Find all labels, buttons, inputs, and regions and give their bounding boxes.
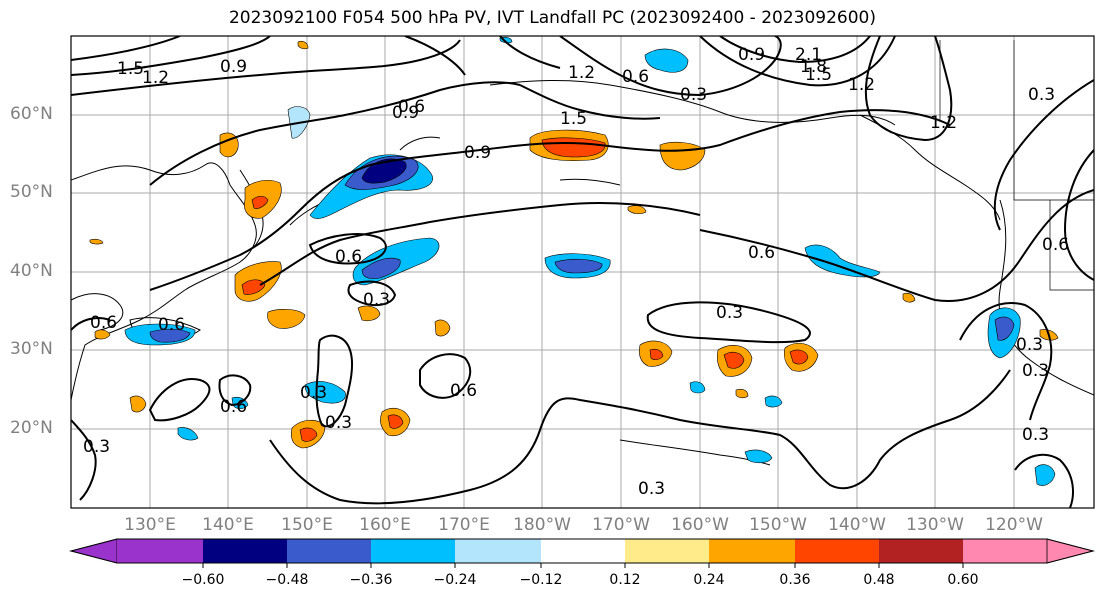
colorbar-tick-label: 0.48 <box>863 572 895 588</box>
colorbar-tick-label: −0.60 <box>181 572 225 588</box>
colorbar-segment <box>709 539 795 563</box>
contour-label: 0.3 <box>300 383 327 403</box>
contour-label: 1.2 <box>142 68 169 88</box>
map-border <box>70 35 1095 509</box>
contour-label: 2.1 <box>795 45 822 65</box>
contour-label: 0.6 <box>398 97 425 117</box>
contour-label: 0.3 <box>325 413 352 433</box>
colorbar-tick-label: −0.12 <box>519 572 563 588</box>
contour-label: 1.5 <box>560 109 587 129</box>
lon-label: 120°W <box>985 515 1043 535</box>
colorbar-over-arrow <box>1046 538 1095 564</box>
contour-label: 1.2 <box>568 63 595 83</box>
contour-label: 0.6 <box>158 315 185 335</box>
contour-label: 0.6 <box>622 67 649 87</box>
contour-label-group: 1.5 1.2 0.9 2.1 1.8 1.5 1.2 0.9 1.2 0.3 … <box>83 45 1069 499</box>
contour-label: 1.5 <box>805 65 832 85</box>
contour-label: 0.6 <box>748 243 775 263</box>
contour-label: 0.6 <box>1042 235 1069 255</box>
map-title: 2023092100 F054 500 hPa PV, IVT Landfall… <box>228 8 876 28</box>
contour-label: 0.9 <box>392 103 419 123</box>
contour-label: 0.3 <box>680 85 707 105</box>
colorbar-segment <box>879 539 963 563</box>
lon-label: 170°W <box>592 515 650 535</box>
contour-label: 0.6 <box>450 381 477 401</box>
colorbar-segment <box>625 539 709 563</box>
lon-label: 150°W <box>749 515 807 535</box>
colorbar-tick-label: 0.24 <box>693 572 725 588</box>
colorbar-tick-label: 0.60 <box>947 572 979 588</box>
lon-label: 150°E <box>281 515 333 535</box>
colorbar-tick-label: −0.36 <box>349 572 393 588</box>
lon-label: 130°W <box>906 515 964 535</box>
colorbar <box>69 538 1095 568</box>
colorbar-segment <box>287 539 371 563</box>
colorbar-under-arrow <box>69 538 118 564</box>
contour-label: 0.6 <box>335 247 362 267</box>
contour-label: 1.2 <box>930 113 957 133</box>
colorbar-segment <box>371 539 455 563</box>
contour-label: 0.3 <box>638 479 665 499</box>
contour-label: 1.2 <box>848 75 875 95</box>
contour-label: 0.3 <box>1028 85 1055 105</box>
lat-label: 20°N <box>10 418 53 438</box>
lon-label: 130°E <box>124 515 176 535</box>
colorbar-tick-label: −0.24 <box>433 572 477 588</box>
colorbar-segment <box>795 539 879 563</box>
contour-label: 0.9 <box>738 45 765 65</box>
lat-label: 40°N <box>10 261 53 281</box>
contour-label: 0.3 <box>363 290 390 310</box>
contour-label: 0.3 <box>1016 335 1043 355</box>
contour-label: 0.9 <box>464 143 491 163</box>
lon-label: 180°W <box>513 515 571 535</box>
colorbar-tick-label: −0.48 <box>265 572 309 588</box>
colorbar-tick-label: 0.36 <box>779 572 811 588</box>
colorbar-segment <box>455 539 541 563</box>
colorbar-tick-label: 0.12 <box>609 572 641 588</box>
lon-label: 160°E <box>359 515 411 535</box>
contour-label: 1.5 <box>117 59 144 79</box>
contour-label: 1.8 <box>800 57 827 77</box>
colorbar-segment <box>117 539 203 563</box>
colorbar-segment <box>541 539 625 563</box>
pv-contours <box>71 36 1094 508</box>
contour-label: 0.3 <box>1022 425 1049 445</box>
lat-label: 50°N <box>10 182 53 202</box>
contour-label: 0.6 <box>220 397 247 417</box>
lon-label: 140°E <box>202 515 254 535</box>
lat-label: 30°N <box>10 339 53 359</box>
lon-label: 160°W <box>671 515 729 535</box>
lat-label: 60°N <box>10 104 53 124</box>
contour-label: 0.3 <box>716 303 743 323</box>
colorbar-outline <box>69 538 1095 564</box>
contour-label: 0.6 <box>90 313 117 333</box>
contour-label: 0.3 <box>83 437 110 457</box>
lon-label: 170°E <box>438 515 490 535</box>
colorbar-segment <box>203 539 287 563</box>
contour-label: 0.3 <box>1022 361 1049 381</box>
colorbar-segment <box>963 539 1047 563</box>
lon-label: 140°W <box>828 515 886 535</box>
contour-label: 0.9 <box>220 57 247 77</box>
